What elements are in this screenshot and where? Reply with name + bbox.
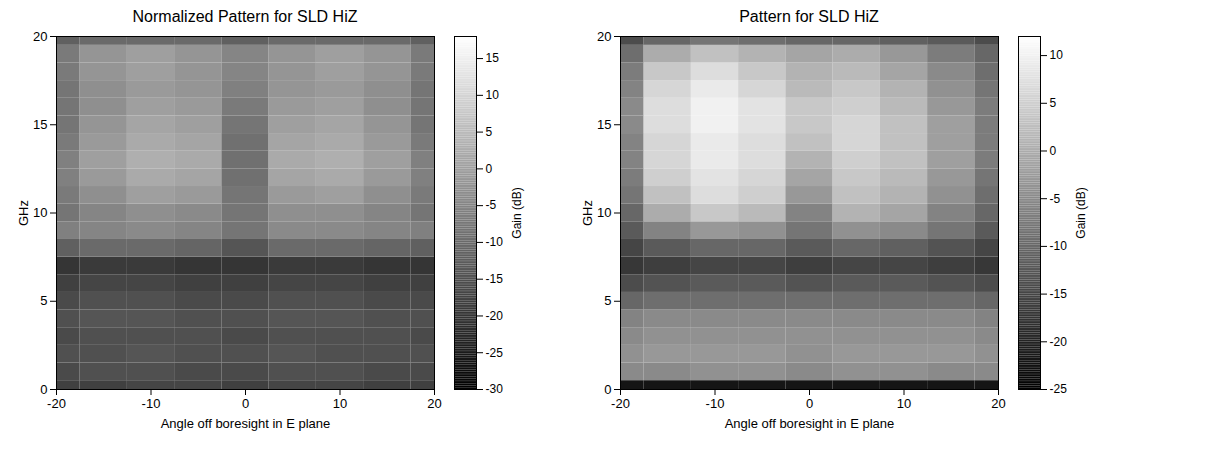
- svg-text:5: 5: [1050, 96, 1057, 110]
- svg-text:10: 10: [333, 396, 347, 411]
- svg-text:-20: -20: [47, 396, 66, 411]
- svg-text:Angle off boresight in E plane: Angle off boresight in E plane: [161, 416, 331, 431]
- svg-text:0: 0: [242, 396, 249, 411]
- svg-text:10: 10: [1050, 48, 1064, 62]
- svg-text:20: 20: [597, 29, 611, 44]
- svg-text:10: 10: [33, 205, 47, 220]
- svg-text:GHz: GHz: [580, 200, 595, 226]
- svg-text:20: 20: [991, 396, 1005, 411]
- svg-text:-5: -5: [486, 198, 497, 212]
- svg-text:-20: -20: [1050, 335, 1068, 349]
- svg-text:10: 10: [597, 205, 611, 220]
- svg-text:0: 0: [604, 382, 611, 397]
- svg-text:Gain (dB): Gain (dB): [510, 187, 524, 238]
- svg-text:10: 10: [897, 396, 911, 411]
- svg-text:5: 5: [40, 293, 47, 308]
- svg-text:-10: -10: [1050, 239, 1068, 253]
- svg-text:-10: -10: [486, 235, 504, 249]
- svg-text:10: 10: [486, 88, 500, 102]
- html-text:Normalized Pattern for SLD HiZ: Normalized Pattern for SLD HiZ: [132, 8, 358, 25]
- svg-text:GHz: GHz: [16, 200, 31, 226]
- svg-text:-15: -15: [486, 272, 504, 286]
- svg-text:15: 15: [486, 51, 500, 65]
- svg-text:5: 5: [604, 293, 611, 308]
- svg-text:-15: -15: [1050, 287, 1068, 301]
- svg-text:15: 15: [597, 117, 611, 132]
- svg-text:20: 20: [427, 396, 441, 411]
- svg-text:Angle off boresight in E plane: Angle off boresight in E plane: [725, 416, 895, 431]
- svg-text:-20: -20: [611, 396, 630, 411]
- svg-text:-30: -30: [486, 382, 504, 396]
- svg-text:15: 15: [33, 117, 47, 132]
- svg-text:-5: -5: [1050, 192, 1061, 206]
- svg-text:20: 20: [33, 29, 47, 44]
- svg-text:0: 0: [40, 382, 47, 397]
- svg-text:5: 5: [486, 125, 493, 139]
- svg-text:-20: -20: [486, 309, 504, 323]
- svg-text:Gain (dB): Gain (dB): [1074, 187, 1088, 238]
- svg-text:0: 0: [1050, 144, 1057, 158]
- svg-text:-10: -10: [142, 396, 161, 411]
- svg-text:0: 0: [486, 162, 493, 176]
- svg-text:-10: -10: [706, 396, 725, 411]
- svg-text:-25: -25: [1050, 382, 1068, 396]
- svg-text:-25: -25: [486, 346, 504, 360]
- html-text:Pattern for SLD HiZ: Pattern for SLD HiZ: [739, 8, 879, 25]
- svg-text:0: 0: [806, 396, 813, 411]
